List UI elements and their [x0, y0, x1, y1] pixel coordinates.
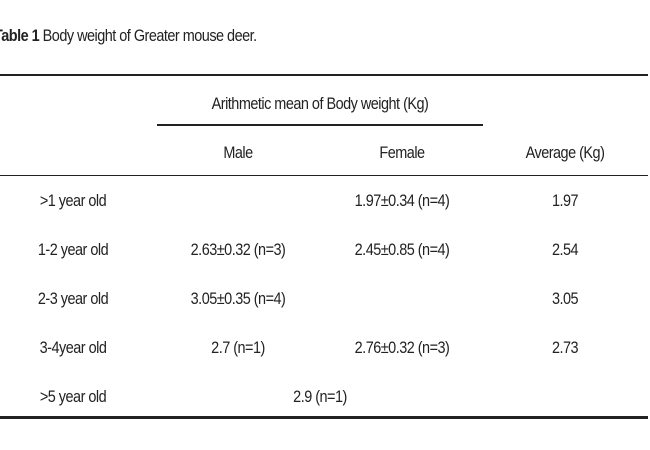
caption-label: Table 1	[0, 26, 40, 45]
table-cell: 2.73	[551, 338, 579, 357]
table-cell: 3.05	[551, 289, 579, 308]
row-label: 1-2 year old	[37, 240, 109, 259]
table-cell: 1.97	[551, 191, 579, 210]
table-cell: 2.54	[551, 240, 579, 259]
row-label: >5 year old	[39, 387, 107, 406]
table-caption: Table 1 Body weight of Greater mouse dee…	[0, 26, 257, 46]
table-cell: 2.76±0.32 (n=3)	[354, 338, 450, 357]
table-cell: 3.05±0.35 (n=4)	[190, 289, 286, 308]
top-rule	[0, 74, 648, 76]
row-label: 3-4year old	[39, 338, 107, 357]
caption-text: Body weight of Greater mouse deer.	[42, 26, 257, 45]
group-rule	[157, 124, 483, 126]
table-cell: 1.97±0.34 (n=4)	[354, 191, 450, 210]
column-header: Female	[379, 143, 425, 162]
column-header: Male	[223, 143, 253, 162]
table-cell: 2.7 (n=1)	[211, 338, 265, 357]
header-rule	[0, 175, 648, 176]
table-cell: 2.45±0.85 (n=4)	[354, 240, 450, 259]
row-label: >1 year old	[39, 191, 107, 210]
group-header: Arithmetic mean of Body weight (Kg)	[211, 94, 429, 113]
bottom-rule	[0, 416, 648, 419]
table-cell: 2.63±0.32 (n=3)	[190, 240, 286, 259]
column-header: Average (Kg)	[525, 143, 605, 162]
table-cell: 2.9 (n=1)	[293, 387, 347, 406]
row-label: 2-3 year old	[37, 289, 109, 308]
